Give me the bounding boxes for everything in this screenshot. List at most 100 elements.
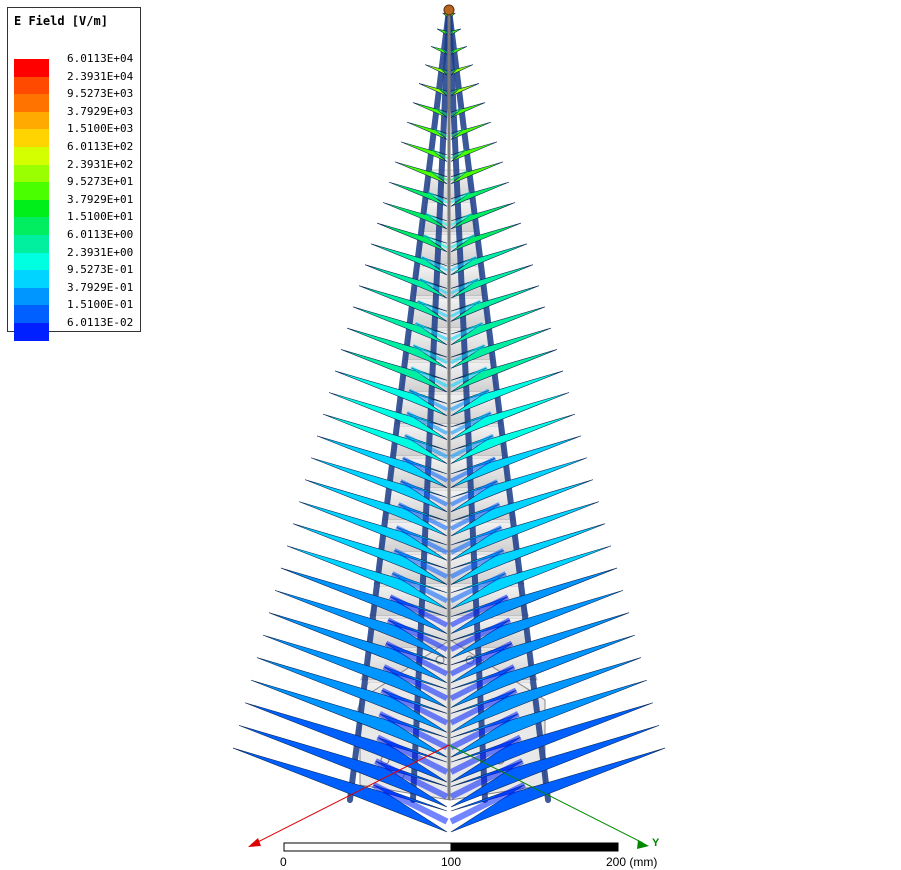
legend-label: 6.0113E+04 <box>67 52 134 65</box>
legend-swatch <box>14 59 49 77</box>
dipole-shade <box>450 388 490 412</box>
dipole-elements <box>232 4 666 833</box>
dipole-shade <box>423 234 448 249</box>
dipole-shade <box>378 711 449 751</box>
dipole-shade <box>449 781 527 825</box>
dipole-shade <box>450 366 488 388</box>
x-axis <box>251 744 450 846</box>
legend-label: 6.0113E-02 <box>67 316 134 329</box>
dipole-shade <box>450 411 492 435</box>
dipole-shade <box>393 548 449 579</box>
dipole-shade <box>371 781 449 825</box>
legend-label: 1.5100E-01 <box>67 298 134 312</box>
dipole-shade <box>449 571 507 604</box>
dipole-shade <box>438 87 448 95</box>
dipole-shade <box>450 456 497 483</box>
dipole-shade <box>382 664 449 701</box>
legend-row: 2.3931E+02 <box>8 158 140 183</box>
legend-row: 3.7929E+03 <box>8 105 140 130</box>
legend-swatch <box>14 111 49 130</box>
legend-row: 3.7929E+01 <box>8 193 140 218</box>
dipole-shade <box>427 191 448 204</box>
y-axis-arrow <box>637 840 649 849</box>
legend-swatch <box>14 147 49 165</box>
apex-feed <box>443 4 455 16</box>
legend-row: 9.5273E-01 <box>8 263 140 288</box>
legend-label: 2.3931E+04 <box>67 69 134 83</box>
legend-swatch <box>14 305 49 323</box>
dipole-shade <box>435 107 448 116</box>
dipole-shade <box>399 479 448 507</box>
legend-row: 1.5100E-01 <box>8 298 140 323</box>
legend-swatch <box>14 217 49 235</box>
y-axis <box>448 744 644 844</box>
dipole-shade <box>440 68 448 74</box>
dipole-shade <box>416 299 448 318</box>
legend-swatch <box>14 76 49 95</box>
dipole-shade <box>449 711 520 751</box>
legend-row: 6.0113E+00 <box>8 228 140 253</box>
coordinate-axes <box>248 744 649 849</box>
dipole-shade <box>449 758 524 800</box>
dipole-shade <box>449 502 501 531</box>
dipole-shade <box>450 212 473 227</box>
dipole-shade <box>386 617 449 652</box>
dipole-shade <box>410 366 448 388</box>
legend-row: 9.5273E+01 <box>8 175 140 200</box>
dipole-shade <box>450 321 484 341</box>
legend-row: 1.5100E+01 <box>8 210 140 235</box>
dipole-shade <box>450 170 469 182</box>
dipole-shade <box>449 734 522 775</box>
dipole-shade <box>450 479 499 507</box>
dipole-shade <box>395 525 449 555</box>
dipole-shade <box>403 433 448 459</box>
dipole-shade <box>450 299 482 318</box>
legend-swatch <box>14 94 49 112</box>
dipole-shade <box>418 277 448 295</box>
legend-swatch <box>14 235 49 253</box>
field-legend: E Field [V/m] 6.0113E+04 2.3931E+04 9.5273… <box>7 7 141 341</box>
dipole-shade <box>433 128 448 138</box>
dipole-shade <box>450 30 454 34</box>
dipole-shade <box>450 255 477 272</box>
legend-label: 2.3931E+00 <box>67 245 134 259</box>
dipole-shade <box>450 277 480 295</box>
dipole-shade <box>450 343 486 365</box>
legend-label: 1.5100E+03 <box>67 122 134 136</box>
dipole-shade <box>414 321 448 341</box>
dipole-shade <box>425 212 448 227</box>
dipole-shade <box>450 107 463 116</box>
legend-label: 9.5273E+03 <box>67 87 134 101</box>
legend-swatch <box>14 323 49 341</box>
dipole-shade <box>421 255 448 272</box>
dipole-shade <box>450 234 475 249</box>
dipole-shade <box>450 433 495 459</box>
legend-swatch <box>14 199 49 218</box>
dipole-shade <box>401 456 448 483</box>
legend-title: E Field [V/m] <box>14 14 108 28</box>
dipole-shade <box>397 502 449 531</box>
legend-swatch <box>14 252 49 271</box>
dipole-shade <box>450 48 456 53</box>
legend-swatch <box>14 270 49 288</box>
dipole-shade <box>376 734 449 775</box>
legend-row: 6.0113E+02 <box>8 140 140 165</box>
dipole-shade <box>374 758 449 800</box>
legend-label: 3.7929E-01 <box>67 280 134 294</box>
dipole-shade <box>450 128 465 138</box>
dipole-shade <box>389 594 449 628</box>
dipole-shade <box>450 191 471 204</box>
legend-row: 6.0113E-02 <box>8 316 140 341</box>
legend-swatch <box>14 129 49 147</box>
dipole-shade <box>431 149 448 160</box>
dipole-shade <box>449 640 514 677</box>
legend-row: 2.3931E+04 <box>8 70 140 95</box>
dipole-shade <box>449 687 518 726</box>
legend-row: 9.5273E+03 <box>8 87 140 112</box>
legend-label: 9.5273E-01 <box>67 263 134 277</box>
legend-swatch <box>14 287 49 306</box>
legend-label: 2.3931E+02 <box>67 157 134 171</box>
dipole-shade <box>450 68 458 74</box>
legend-label: 6.0113E+00 <box>67 228 134 241</box>
